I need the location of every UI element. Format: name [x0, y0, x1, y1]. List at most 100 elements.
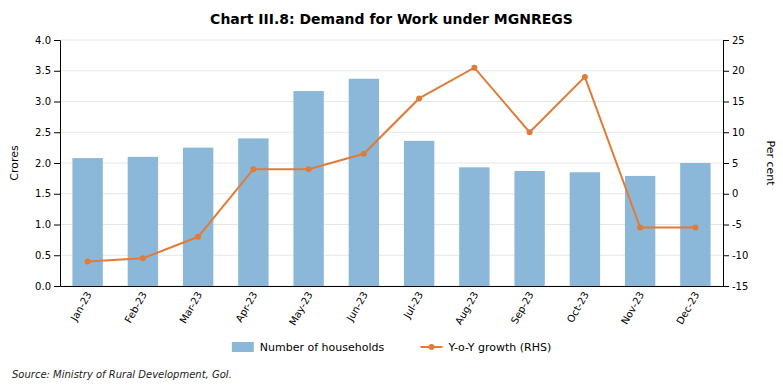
- tick: 2.0: [35, 158, 60, 169]
- tick: 0.5: [35, 250, 60, 261]
- legend-item: Number of households: [232, 341, 385, 354]
- tick: 4.0: [35, 35, 60, 46]
- tick-label: 5: [732, 158, 738, 169]
- legend-item: Y-o-Y growth (RHS): [421, 341, 552, 354]
- tick: 15: [723, 96, 745, 107]
- tick: Apr-23: [234, 286, 260, 324]
- tick: 0: [723, 188, 738, 199]
- tick-mark: [54, 286, 60, 287]
- tick-label: 3.0: [35, 96, 51, 107]
- grid-line: [60, 40, 723, 41]
- marker: [85, 258, 91, 264]
- tick-mark: [723, 132, 729, 133]
- tick-label: Oct-23: [565, 290, 591, 325]
- tick-label: 2.5: [35, 127, 51, 138]
- marker: [637, 225, 643, 231]
- tick-label: -10: [732, 250, 748, 261]
- tick: 5: [723, 158, 738, 169]
- tick: 3.5: [35, 65, 60, 76]
- tick-label: 10: [732, 127, 745, 138]
- marks: [72, 65, 710, 286]
- bar: [459, 167, 489, 286]
- tick-mark: [54, 225, 60, 226]
- tick-mark: [54, 40, 60, 41]
- tick-label: Jul-23: [401, 290, 425, 321]
- tick: 3.0: [35, 96, 60, 107]
- tick-label: Nov-23: [619, 290, 646, 326]
- marker: [582, 74, 588, 80]
- tick-mark: [54, 163, 60, 164]
- tick: -15: [723, 281, 748, 292]
- tick-mark: [54, 102, 60, 103]
- y2-axis-title: Per cent: [764, 140, 777, 186]
- tick-label: Sep-23: [509, 290, 536, 326]
- tick: May-23: [287, 286, 315, 327]
- y-axis-title: Crores: [8, 145, 21, 181]
- legend: Number of households Y-o-Y growth (RHS): [232, 341, 551, 354]
- bar: [183, 148, 213, 286]
- line-series: [85, 65, 699, 265]
- marker: [306, 166, 312, 172]
- marker: [250, 166, 256, 172]
- tick: -10: [723, 250, 748, 261]
- plot-root: 0.0 0.5 1.0 1.5 2.0 2.5 3.0 3.5 4.0 -15 -10 -5 0 5 10 1…: [8, 35, 777, 328]
- bar: [625, 176, 655, 286]
- grid-line: [60, 101, 723, 102]
- axis-line: [61, 286, 724, 287]
- tick: Oct-23: [565, 286, 591, 324]
- marker: [195, 234, 201, 240]
- marker: [140, 255, 146, 261]
- tick-mark: [723, 194, 729, 195]
- tick: -5: [723, 219, 742, 230]
- y-axis: 0.0 0.5 1.0 1.5 2.0 2.5 3.0 3.5 4.0: [35, 35, 60, 292]
- tick-label: 0.5: [35, 250, 51, 261]
- tick-mark: [54, 194, 60, 195]
- tick-mark: [54, 255, 60, 256]
- tick-label: Feb-23: [122, 290, 149, 325]
- grid-line: [60, 163, 723, 164]
- bar: [680, 163, 710, 286]
- source: Source: Ministry of Rural Development, G…: [12, 369, 232, 380]
- grid-line: [60, 286, 723, 287]
- tick-mark: [723, 163, 729, 164]
- line: [88, 68, 696, 262]
- bar: [349, 79, 379, 286]
- legend-label: Number of households: [260, 341, 385, 354]
- tick-label: 25: [732, 35, 745, 46]
- legend-label: Y-o-Y growth (RHS): [448, 341, 552, 354]
- tick-mark: [54, 132, 60, 133]
- tick: 20: [723, 65, 745, 76]
- tick-mark: [723, 255, 729, 256]
- bar: [238, 138, 268, 286]
- tick-label: 3.5: [35, 65, 51, 76]
- tick-label: 0.0: [35, 281, 51, 292]
- tick-mark: [723, 102, 729, 103]
- tick-label: 1.5: [35, 188, 51, 199]
- tick-label: 1.0: [35, 219, 51, 230]
- tick: Jun-23: [344, 286, 370, 324]
- marker: [527, 129, 533, 135]
- bar: [570, 172, 600, 286]
- bar: [128, 157, 158, 286]
- bar: [514, 171, 544, 286]
- x-axis: Jan-23Feb-23Mar-23Apr-23May-23Jun-23Jul-…: [61, 286, 724, 327]
- marker: [471, 65, 477, 71]
- tick: Aug-23: [453, 286, 480, 326]
- tick: Mar-23: [177, 286, 204, 325]
- grid: [60, 40, 723, 286]
- tick: Jul-23: [401, 286, 425, 321]
- tick: 2.5: [35, 127, 60, 138]
- grid-line: [60, 132, 723, 133]
- tick-label: Apr-23: [234, 290, 260, 324]
- bar: [293, 91, 323, 286]
- tick: Sep-23: [509, 286, 536, 326]
- tick-label: Dec-23: [674, 290, 701, 326]
- tick: Dec-23: [674, 286, 701, 326]
- tick-label: 4.0: [35, 35, 51, 46]
- tick-label: Jun-23: [344, 290, 370, 324]
- tick: Nov-23: [619, 286, 646, 326]
- tick-label: May-23: [287, 290, 315, 327]
- tick: 10: [723, 127, 745, 138]
- tick-label: Mar-23: [177, 290, 204, 325]
- tick-label: -15: [732, 281, 748, 292]
